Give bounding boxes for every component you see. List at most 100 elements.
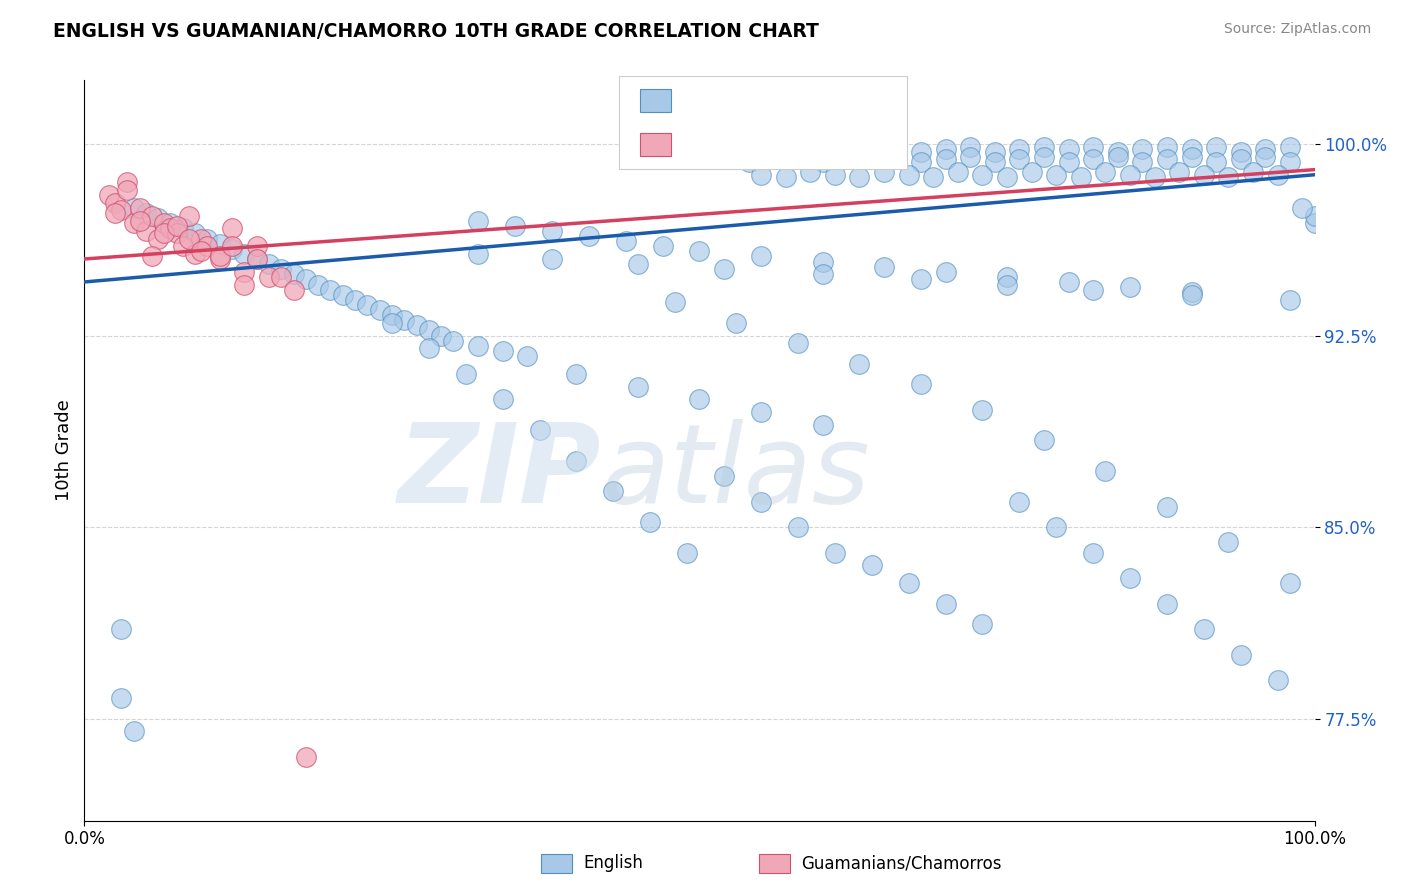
Point bbox=[1303, 209, 1326, 223]
Text: Source: ZipAtlas.com: Source: ZipAtlas.com bbox=[1223, 22, 1371, 37]
Point bbox=[1229, 145, 1253, 159]
Point bbox=[787, 153, 810, 167]
Point bbox=[541, 224, 564, 238]
Point bbox=[946, 165, 969, 179]
Point bbox=[787, 142, 810, 156]
Point bbox=[578, 229, 600, 244]
Point bbox=[1107, 150, 1129, 164]
Point bbox=[1130, 155, 1153, 169]
Point bbox=[972, 402, 994, 417]
Point bbox=[541, 252, 564, 266]
Point bbox=[749, 168, 772, 182]
Point bbox=[1205, 155, 1227, 169]
Point bbox=[153, 227, 176, 241]
Point bbox=[860, 558, 883, 573]
Point bbox=[356, 298, 378, 312]
Point bbox=[1279, 139, 1302, 153]
Point bbox=[1181, 150, 1204, 164]
Point bbox=[148, 211, 170, 226]
Point bbox=[122, 724, 145, 739]
Point bbox=[689, 139, 711, 153]
Point bbox=[799, 165, 821, 179]
Text: R = 0.184   N =  37: R = 0.184 N = 37 bbox=[685, 137, 855, 152]
Point bbox=[141, 249, 163, 263]
Point bbox=[1083, 153, 1105, 167]
Point bbox=[627, 379, 650, 393]
Point bbox=[972, 168, 994, 182]
Point bbox=[1181, 287, 1204, 301]
Point bbox=[689, 392, 711, 407]
Point bbox=[98, 188, 120, 202]
Point bbox=[897, 576, 920, 591]
Point bbox=[664, 295, 686, 310]
Point bbox=[270, 262, 292, 277]
Point bbox=[1057, 155, 1080, 169]
Point bbox=[749, 405, 772, 419]
Point bbox=[153, 216, 176, 230]
Point bbox=[1192, 168, 1215, 182]
Point bbox=[935, 597, 957, 611]
Point bbox=[1057, 142, 1080, 156]
Point bbox=[1279, 293, 1302, 307]
Point bbox=[166, 227, 188, 241]
Point bbox=[1156, 597, 1178, 611]
Point bbox=[824, 168, 846, 182]
Point bbox=[1094, 165, 1116, 179]
Point bbox=[128, 213, 150, 227]
Point bbox=[1119, 571, 1142, 585]
Point bbox=[1045, 168, 1067, 182]
Point bbox=[233, 247, 256, 261]
Point bbox=[1267, 673, 1289, 688]
Point bbox=[128, 201, 150, 215]
Point bbox=[848, 357, 870, 371]
Point bbox=[995, 170, 1018, 185]
Point bbox=[775, 170, 797, 185]
Point bbox=[1083, 283, 1105, 297]
Point bbox=[454, 367, 477, 381]
Point bbox=[1008, 142, 1031, 156]
Point bbox=[1130, 142, 1153, 156]
Point bbox=[1008, 494, 1031, 508]
Point bbox=[995, 277, 1018, 292]
Point bbox=[1083, 545, 1105, 559]
Point bbox=[1107, 145, 1129, 159]
Point bbox=[1254, 142, 1277, 156]
Point bbox=[283, 283, 305, 297]
Point bbox=[184, 227, 207, 241]
Point bbox=[651, 239, 673, 253]
Point bbox=[110, 622, 132, 636]
Point bbox=[995, 269, 1018, 284]
Point bbox=[190, 231, 212, 245]
Point bbox=[257, 257, 280, 271]
Point bbox=[1168, 165, 1191, 179]
Point bbox=[738, 145, 761, 159]
Point bbox=[910, 377, 932, 392]
Point bbox=[1218, 170, 1240, 185]
Point bbox=[166, 219, 188, 233]
Point bbox=[467, 213, 489, 227]
Point bbox=[984, 155, 1007, 169]
Point bbox=[689, 244, 711, 259]
Point bbox=[1181, 285, 1204, 300]
Point bbox=[221, 242, 243, 256]
Point bbox=[159, 221, 181, 235]
Point bbox=[135, 206, 157, 220]
Point bbox=[713, 262, 735, 277]
Point bbox=[984, 145, 1007, 159]
Point bbox=[110, 691, 132, 706]
Point bbox=[1181, 142, 1204, 156]
Point bbox=[762, 150, 785, 164]
Point bbox=[172, 239, 194, 253]
Point bbox=[897, 168, 920, 182]
Point bbox=[1070, 170, 1092, 185]
Point bbox=[148, 231, 170, 245]
Point bbox=[1033, 139, 1056, 153]
Point bbox=[787, 520, 810, 534]
Point bbox=[811, 268, 834, 282]
Point bbox=[935, 142, 957, 156]
Point bbox=[135, 224, 157, 238]
Point bbox=[749, 249, 772, 263]
Point bbox=[233, 277, 256, 292]
Text: English: English bbox=[583, 855, 644, 872]
Point bbox=[492, 343, 515, 358]
